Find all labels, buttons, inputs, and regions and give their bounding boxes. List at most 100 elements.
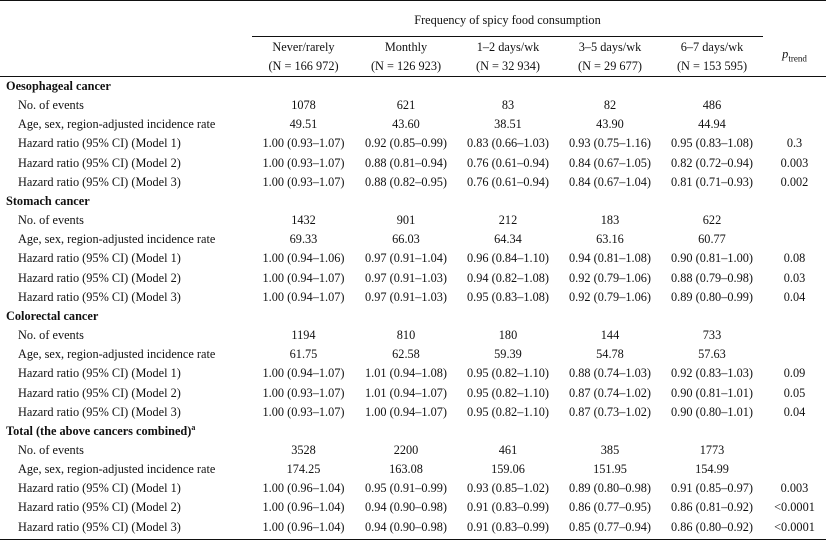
row-label: Hazard ratio (95% CI) (Model 3) [18, 404, 181, 419]
cell-value: 43.60 [392, 117, 420, 132]
cell-value: 163.08 [389, 462, 423, 477]
row-label: Hazard ratio (95% CI) (Model 1) [18, 481, 181, 496]
cell-value: 159.06 [491, 462, 525, 477]
cell-value: 1.00 (0.96–1.04) [262, 519, 345, 534]
bottom-rule [0, 536, 826, 540]
cell-value: 49.51 [289, 117, 318, 132]
ptrend-value: <0.0001 [774, 519, 815, 534]
cell-value: 0.94 (0.90–0.98) [365, 500, 447, 515]
cell-value: 0.93 (0.85–1.02) [467, 481, 549, 496]
header-blank [0, 36, 252, 77]
table-row: Hazard ratio (95% CI) (Model 2) 1.00 (0.9… [0, 383, 826, 402]
cell-value: 0.94 (0.82–1.08) [467, 270, 549, 285]
column-name: Monthly [384, 39, 428, 54]
table-row: Hazard ratio (95% CI) (Model 1) 1.00 (0.9… [0, 249, 826, 268]
section-row: Stomach cancer [0, 192, 826, 211]
cell-value: 1.00 (0.93–1.07) [262, 155, 345, 170]
cell-value: 0.97 (0.91–1.03) [365, 270, 447, 285]
table-row: Hazard ratio (95% CI) (Model 3) 1.00 (0.9… [0, 288, 826, 307]
cell-value: 1.00 (0.94–1.07) [262, 289, 345, 304]
table-row: Age, sex, region-adjusted incidence rate… [0, 345, 826, 364]
table-row: Hazard ratio (95% CI) (Model 2) 1.00 (0.9… [0, 498, 826, 517]
ptrend-value: 0.04 [783, 289, 806, 304]
ptrend-value: 0.3 [786, 136, 803, 151]
table-row: Hazard ratio (95% CI) (Model 3) 1.00 (0.9… [0, 403, 826, 422]
cell-value: 0.88 (0.74–1.03) [569, 366, 651, 381]
cell-value: 154.99 [695, 462, 729, 477]
ptrend-value: 0.003 [780, 481, 809, 496]
ptrend-value [763, 211, 826, 230]
cell-value: 54.78 [596, 347, 624, 362]
cell-value: 0.95 (0.91–0.99) [365, 481, 447, 496]
ptrend-sub: trend [788, 52, 807, 63]
cell-value: 0.96 (0.84–1.10) [467, 251, 549, 266]
cell-value: 2200 [393, 442, 419, 457]
section-title: Total (the above cancers combined)a [0, 422, 826, 441]
row-label: Hazard ratio (95% CI) (Model 3) [18, 289, 181, 304]
ptrend-value: 0.03 [783, 270, 806, 285]
column-name: Never/rarely [272, 39, 335, 54]
cell-value: 183 [600, 213, 620, 228]
cell-value: 0.84 (0.67–1.04) [569, 174, 651, 189]
cell-value: 0.91 (0.83–0.99) [467, 500, 549, 515]
cell-value: 0.76 (0.61–0.94) [467, 155, 549, 170]
cell-value: 0.83 (0.66–1.03) [467, 136, 549, 151]
table-row: No. of events 1194 810 180 144 733 [0, 326, 826, 345]
cell-value: 0.92 (0.85–0.99) [365, 136, 447, 151]
ptrend-value [763, 96, 826, 115]
ptrend-value: 0.08 [783, 251, 806, 266]
row-label: Hazard ratio (95% CI) (Model 2) [18, 385, 181, 400]
cell-value: 733 [702, 327, 722, 342]
row-label: No. of events [18, 213, 84, 228]
column-header-2: Monthly (N = 126 923) [355, 36, 457, 77]
table-row: Hazard ratio (95% CI) (Model 2) 1.00 (0.9… [0, 154, 826, 173]
cell-value: 3528 [291, 442, 316, 457]
cell-value: 1773 [699, 442, 725, 457]
cell-value: 0.92 (0.79–1.06) [569, 270, 651, 285]
cell-value: 622 [702, 213, 722, 228]
cell-value: 0.97 (0.91–1.04) [365, 251, 447, 266]
section-title-text: Colorectal cancer [6, 308, 99, 323]
cell-value: 0.87 (0.73–1.02) [569, 404, 651, 419]
ptrend-value [763, 460, 826, 479]
ptrend-value [763, 345, 826, 364]
ptrend-value: 0.04 [783, 404, 806, 419]
cell-value: 44.94 [698, 117, 726, 132]
cell-value: 1.01 (0.94–1.07) [365, 385, 447, 400]
cell-value: 0.97 (0.91–1.03) [365, 289, 447, 304]
section-title-text: Stomach cancer [6, 193, 90, 208]
cell-value: 810 [396, 327, 416, 342]
section-title-text: Total (the above cancers combined) [6, 424, 192, 439]
cell-value: 0.94 (0.90–0.98) [365, 519, 447, 534]
ptrend-value: <0.0001 [774, 500, 815, 515]
table-row: Age, sex, region-adjusted incidence rate… [0, 460, 826, 479]
table-row: Age, sex, region-adjusted incidence rate… [0, 230, 826, 249]
cell-value: 0.95 (0.83–1.08) [467, 289, 549, 304]
ptrend-value: 0.003 [780, 155, 809, 170]
column-name: 1–2 days/wk [476, 39, 540, 54]
ptrend-value [763, 326, 826, 345]
cell-value: 1.00 (0.94–1.07) [262, 366, 345, 381]
cell-value: 151.95 [593, 462, 627, 477]
cell-value: 0.93 (0.75–1.16) [569, 136, 651, 151]
table-row: Hazard ratio (95% CI) (Model 1) 1.00 (0.9… [0, 364, 826, 383]
cell-value: 0.86 (0.81–0.92) [671, 500, 753, 515]
ptrend-value: 0.002 [780, 174, 809, 189]
cell-value: 1078 [291, 98, 316, 113]
column-n: (N = 29 677) [578, 58, 642, 73]
ptrend-value: 0.05 [783, 385, 806, 400]
cell-value: 461 [498, 442, 518, 457]
cell-value: 0.95 (0.82–1.10) [467, 385, 549, 400]
ptrend-p: p [782, 46, 789, 61]
cell-value: 621 [396, 98, 416, 113]
cell-value: 385 [600, 442, 620, 457]
cell-value: 0.81 (0.71–0.93) [671, 174, 753, 189]
row-label: Hazard ratio (95% CI) (Model 2) [18, 155, 181, 170]
cell-value: 0.92 (0.83–1.03) [671, 366, 753, 381]
cell-value: 83 [501, 98, 515, 113]
cell-value: 1.01 (0.94–1.08) [365, 366, 447, 381]
row-label: No. of events [18, 98, 84, 113]
section-title: Colorectal cancer [0, 307, 826, 326]
cell-value: 0.86 (0.80–0.92) [671, 519, 753, 534]
cell-value: 64.34 [494, 232, 522, 247]
